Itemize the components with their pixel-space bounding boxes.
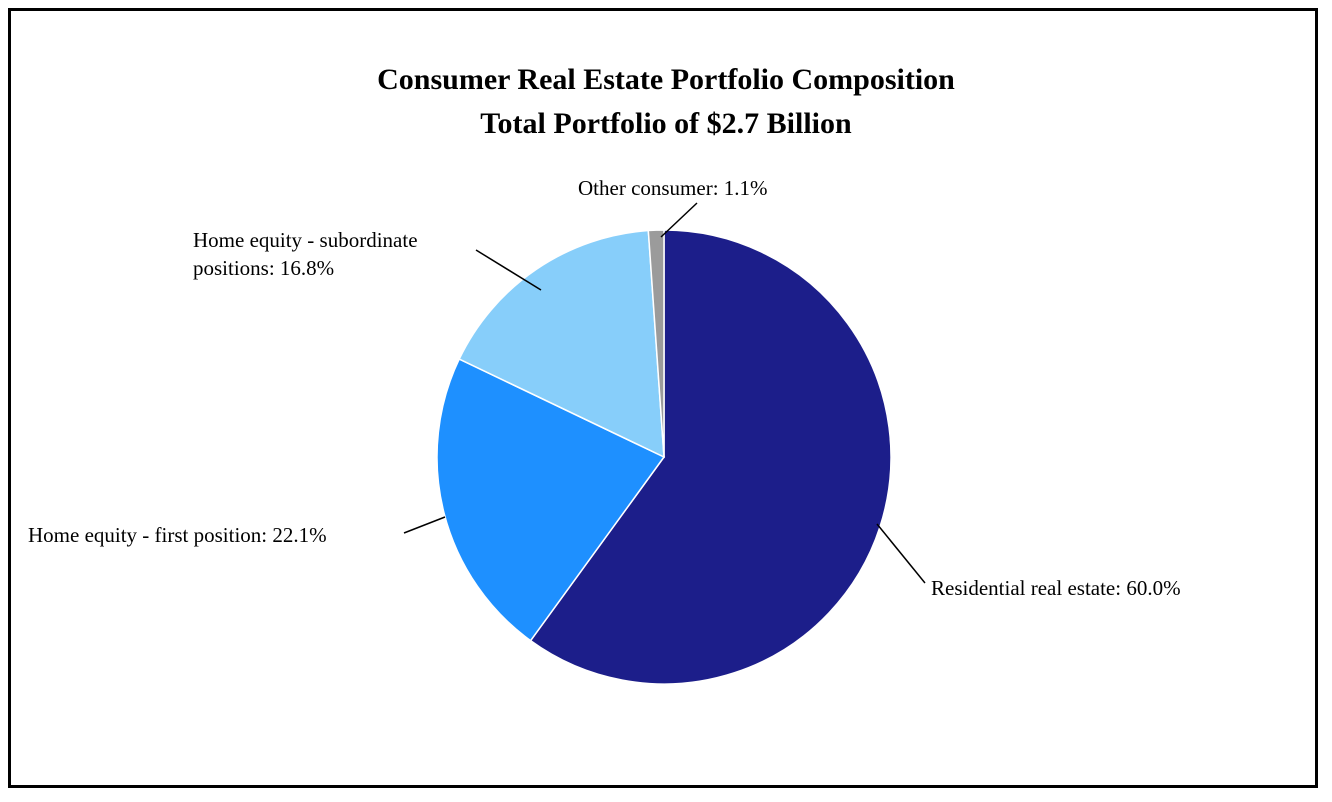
label-other-consumer: Other consumer: 1.1%	[578, 176, 768, 200]
label-residential-real-estate: Residential real estate: 60.0%	[931, 576, 1181, 600]
leader-line-home-equity-subordinate	[475, 249, 542, 291]
leader-line-home-equity-first-position	[403, 516, 446, 534]
title-block: Consumer Real Estate Portfolio Compositi…	[0, 58, 1332, 146]
chart-title: Consumer Real Estate Portfolio Compositi…	[377, 63, 955, 96]
label-home-equity-first-position: Home equity - first position: 22.1%	[28, 523, 327, 547]
pie-slice-other-consumer	[647, 229, 665, 458]
pie-slice-home-equity-first-position	[436, 358, 666, 642]
leader-lines	[403, 202, 926, 584]
pie-slice-home-equity-subordinate-positions	[458, 229, 665, 459]
chart-subtitle: Total Portfolio of $2.7 Billion	[480, 107, 852, 140]
leader-line-residential-real-estate	[876, 523, 926, 584]
leader-line-other-consumer	[660, 202, 698, 238]
pie-slices	[436, 229, 892, 685]
label-home-equity-subordinate: Home equity - subordinate positions: 16.…	[193, 228, 418, 280]
